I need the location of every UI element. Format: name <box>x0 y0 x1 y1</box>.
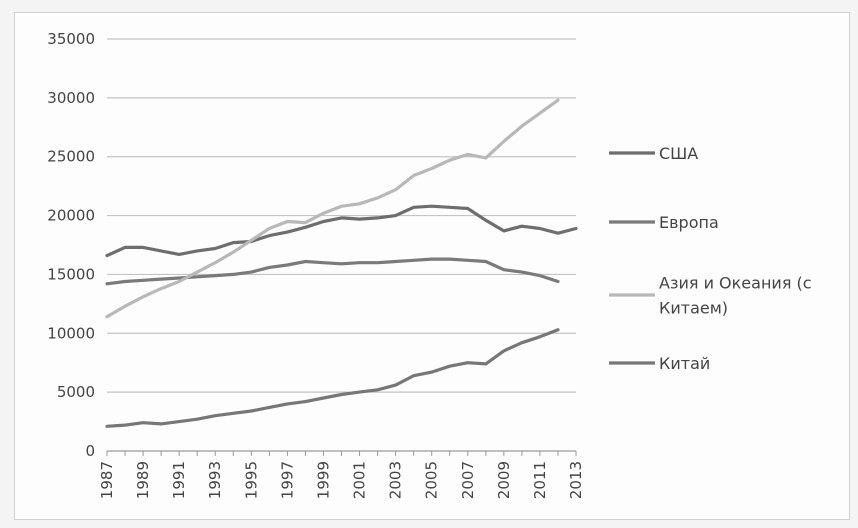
y-axis: 0 5000 10000 15000 20000 25000 30000 35000 <box>47 30 95 460</box>
x-tick-label: 1989 <box>134 461 152 499</box>
y-tick-label: 25000 <box>47 148 95 166</box>
y-tick-label: 30000 <box>47 89 95 107</box>
legend-label: Азия и Океания (с Китаем) <box>659 274 812 318</box>
x-tick-label: 1999 <box>314 461 332 499</box>
x-tick-label: 2001 <box>351 461 369 499</box>
x-axis: 1987 1989 1991 1993 1995 1997 1999 2001 2003 2005… <box>98 451 585 499</box>
x-tick-label: 2003 <box>387 461 405 499</box>
x-tick-label: 1995 <box>242 461 260 499</box>
y-tick-label: 35000 <box>47 30 95 48</box>
x-tick-label: 2007 <box>459 461 477 499</box>
series-line-1 <box>107 259 558 284</box>
y-tick-label: 20000 <box>47 207 95 225</box>
legend-label: Европа <box>659 213 719 232</box>
y-tick-label: 15000 <box>47 265 95 283</box>
x-tick-label: 1991 <box>170 461 188 499</box>
x-tick-label: 2009 <box>495 461 513 499</box>
chart-area: 0 5000 10000 15000 20000 25000 30000 35000 1987… <box>14 12 850 520</box>
y-tick-label: 5000 <box>57 383 95 401</box>
x-tick-label: 2005 <box>423 461 441 499</box>
y-tick-label: 10000 <box>47 324 95 342</box>
legend-label: США <box>659 144 698 163</box>
line-chart: 0 5000 10000 15000 20000 25000 30000 35000 1987… <box>15 13 851 521</box>
x-tick-label: 1987 <box>98 461 116 499</box>
x-tick-label: 2013 <box>567 461 585 499</box>
x-tick-label: 1993 <box>206 461 224 499</box>
series-line-0 <box>107 206 576 255</box>
gridlines <box>107 39 576 451</box>
legend-label: Китай <box>659 354 710 373</box>
y-tick-label: 0 <box>85 442 95 460</box>
series-line-2 <box>107 100 558 317</box>
series-lines <box>107 100 576 426</box>
series-line-3 <box>107 330 558 427</box>
x-tick-label: 2011 <box>531 461 549 499</box>
x-tick-label: 1997 <box>278 461 296 499</box>
legend: США Европа Азия и Океания (с Китаем) Китай <box>609 144 812 373</box>
